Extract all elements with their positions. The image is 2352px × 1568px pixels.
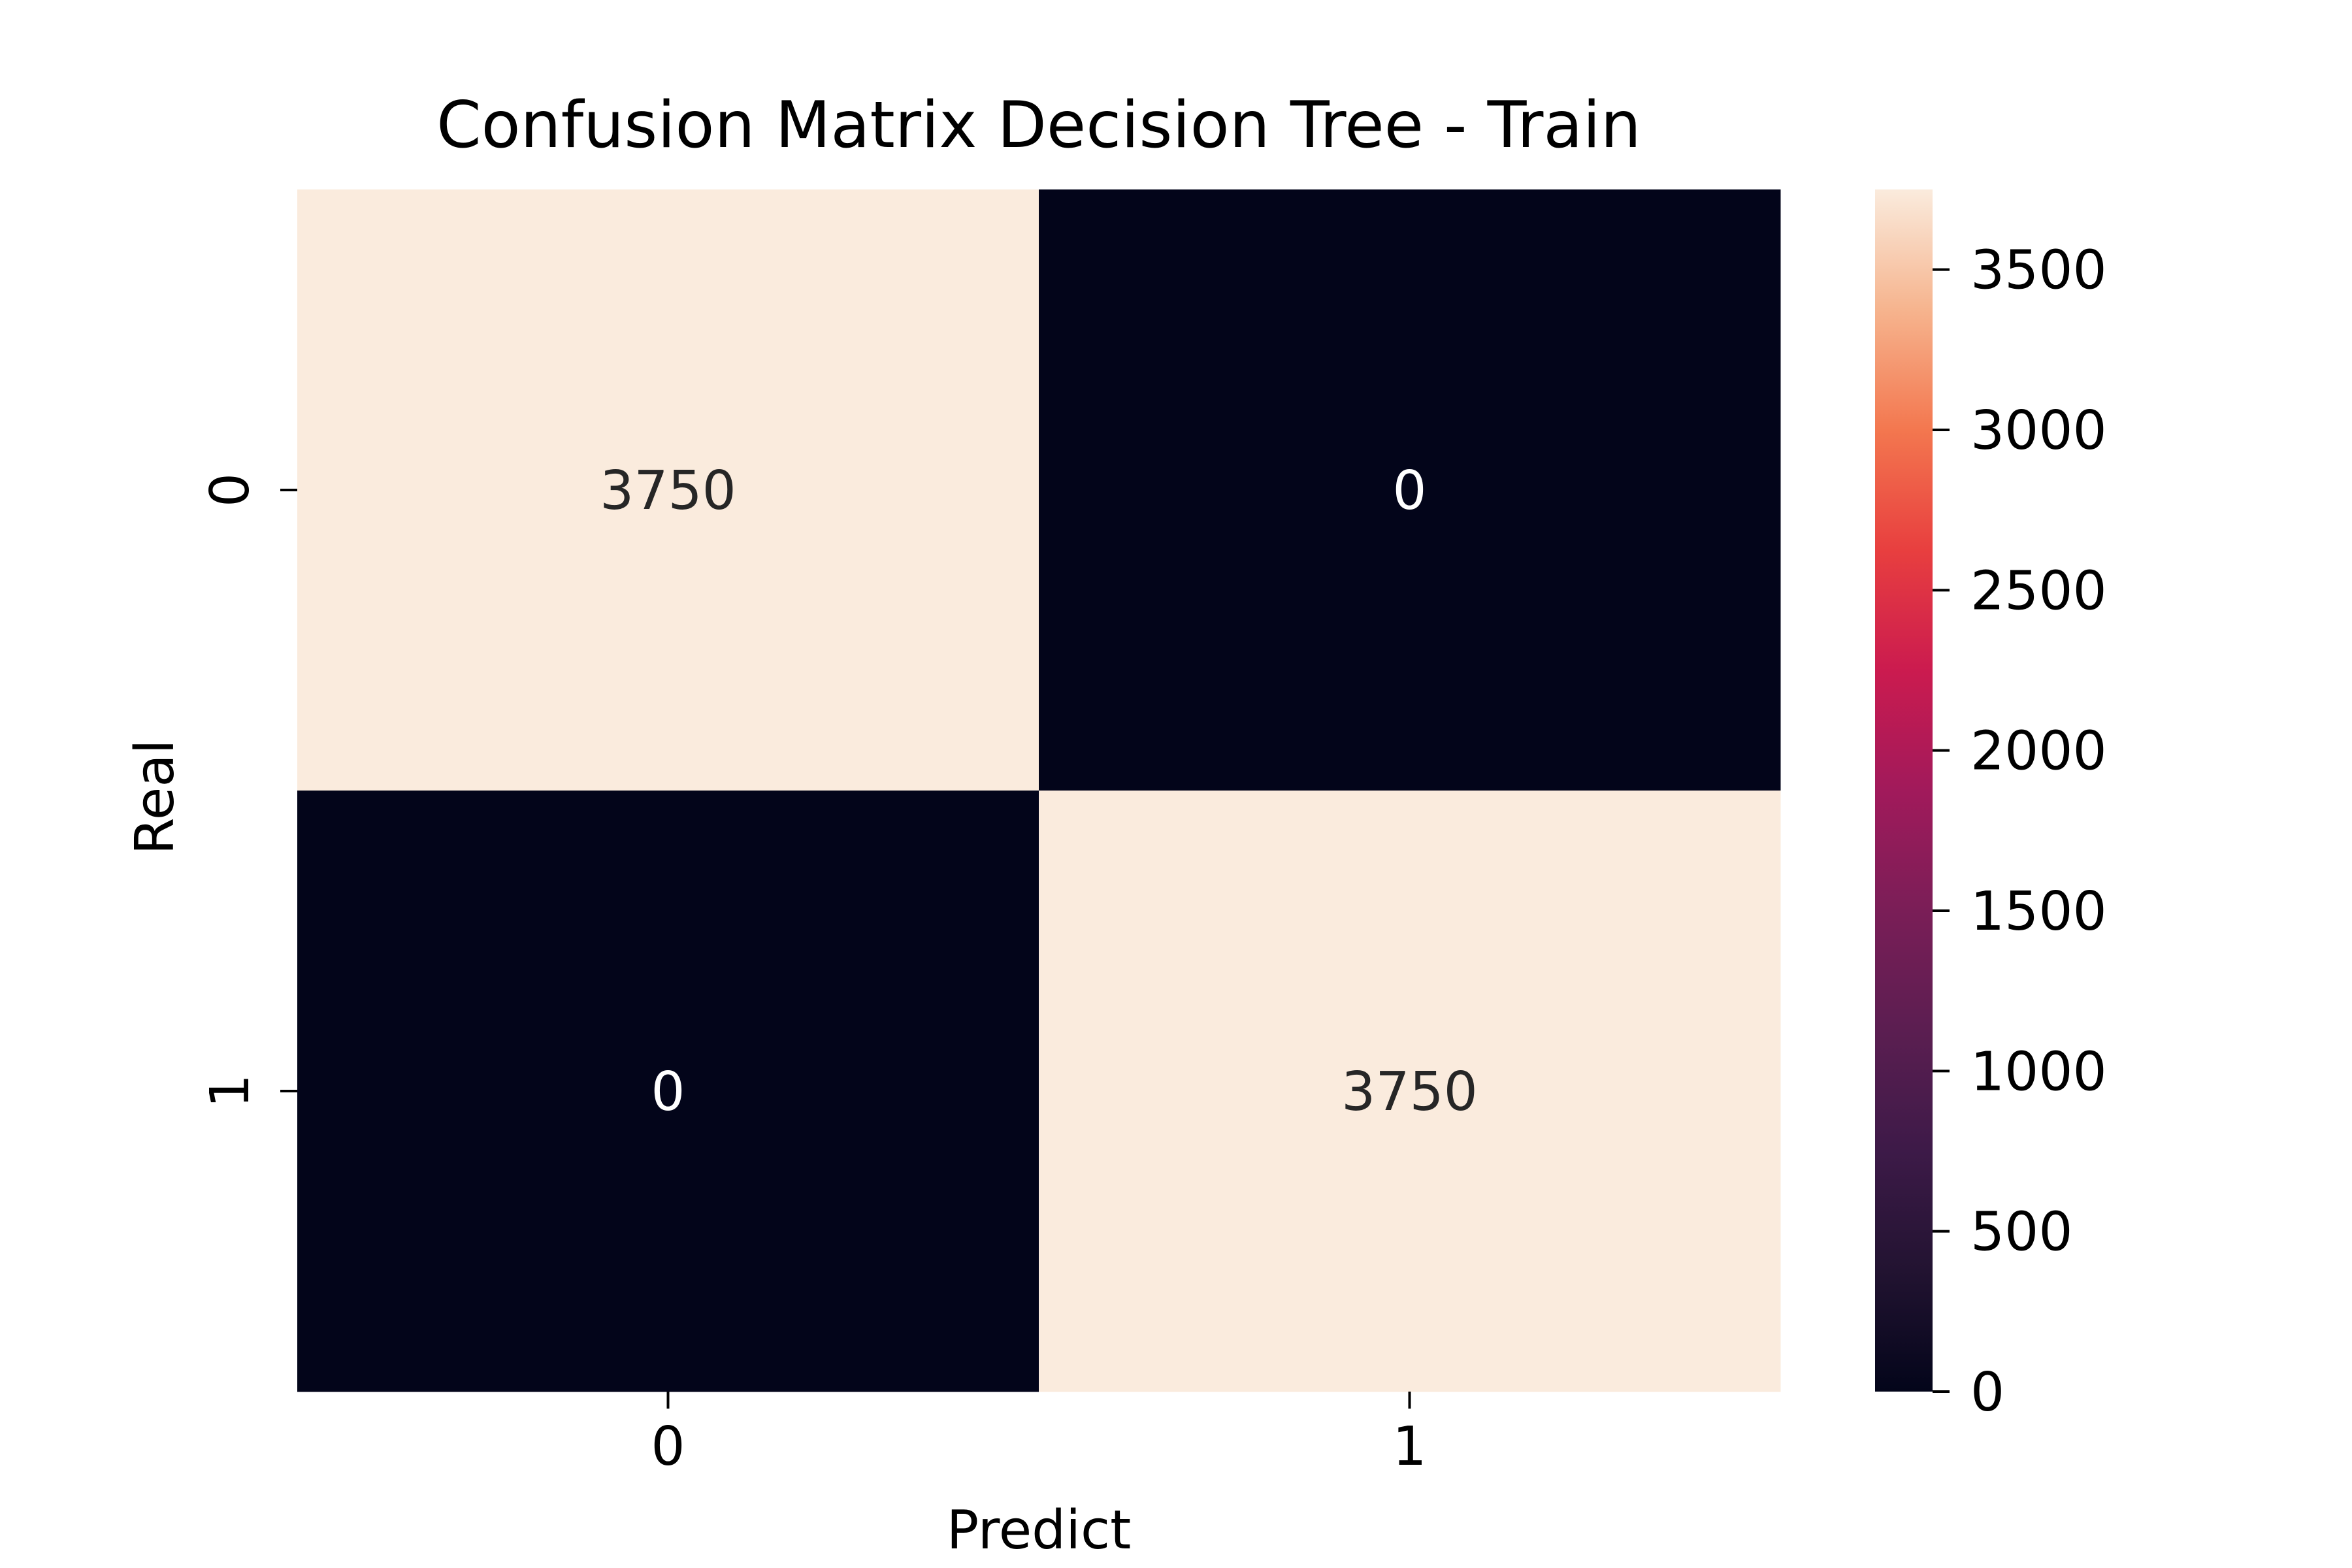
cell-value-label-1-1: 3750: [1341, 1061, 1478, 1123]
x-tick-label-0: 0: [651, 1416, 685, 1478]
y-axis: 01: [199, 473, 297, 1108]
heatmap-cell-0-1: [1039, 189, 1781, 791]
cell-value-label-0-0: 3750: [600, 460, 736, 522]
colorbar-tick-label-4: 2000: [1970, 721, 2107, 783]
colorbar-tick-label-6: 3000: [1970, 400, 2107, 462]
chart-title: Confusion Matrix Decision Tree - Train: [436, 88, 1641, 163]
heatmap-cells: [297, 189, 1781, 1392]
cell-value-label-0-1: 0: [1392, 460, 1426, 522]
colorbar-tick-label-2: 1000: [1970, 1041, 2107, 1103]
colorbar-tick-label-1: 500: [1970, 1201, 2073, 1264]
x-tick-label-1: 1: [1392, 1416, 1426, 1478]
colorbar: 0 500 1000 1500 2000 2500 3000 3500: [1875, 189, 2107, 1424]
colorbar-tick-label-3: 1500: [1970, 881, 2107, 943]
x-axis-label: Predict: [947, 1499, 1131, 1561]
cell-value-label-1-0: 0: [651, 1061, 685, 1123]
heatmap-cell-1-0: [297, 791, 1039, 1392]
colorbar-ticks: 0 500 1000 1500 2000 2500 3000 3500: [1933, 240, 2107, 1424]
colorbar-gradient: [1875, 189, 1933, 1392]
heatmap-cell-labels: 3750 0 0 3750: [600, 460, 1478, 1123]
y-axis-label: Real: [124, 740, 186, 855]
y-tick-label-0: 0: [199, 473, 261, 507]
colorbar-tick-label-5: 2500: [1970, 560, 2107, 622]
heatmap-cell-1-1: [1039, 791, 1781, 1392]
heatmap-cell-0-0: [297, 189, 1039, 791]
colorbar-tick-label-0: 0: [1970, 1362, 2004, 1424]
y-tick-label-1: 1: [199, 1074, 261, 1108]
colorbar-tick-label-7: 3500: [1970, 240, 2107, 302]
